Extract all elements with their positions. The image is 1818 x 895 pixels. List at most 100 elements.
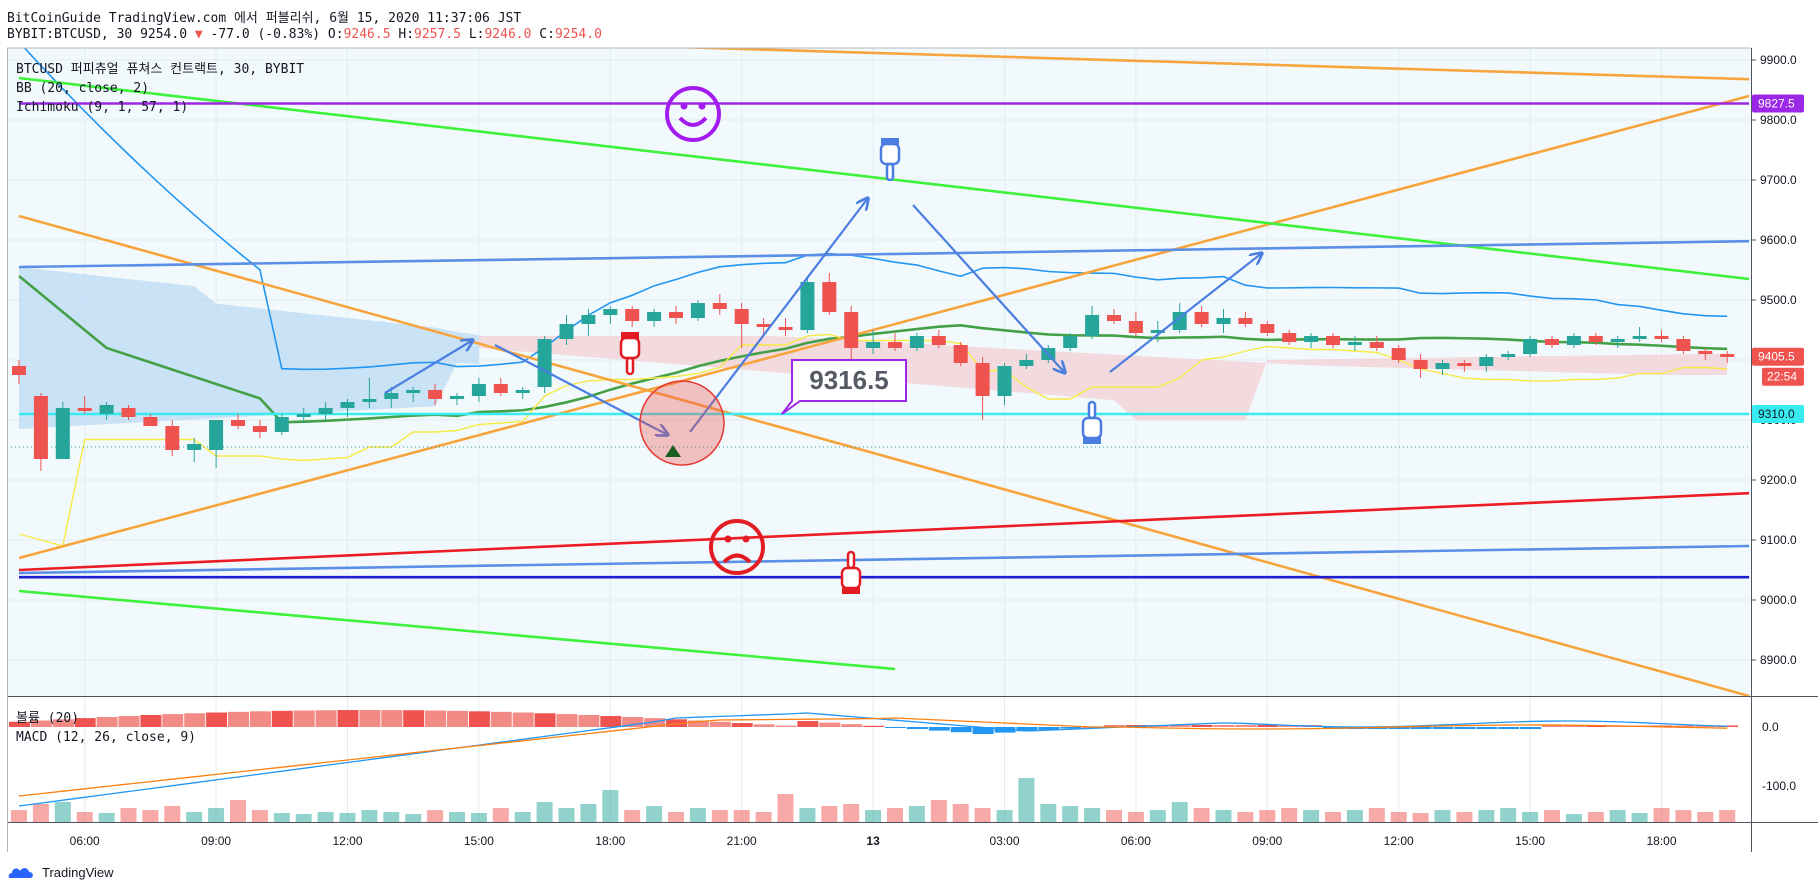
candle-body xyxy=(1150,330,1165,333)
macd-histogram-bar xyxy=(1169,725,1191,727)
macd-histogram-bar xyxy=(1476,727,1498,729)
volume-bar xyxy=(32,804,49,822)
high-value: 9257.5 xyxy=(414,27,461,42)
macd-histogram-bar xyxy=(775,725,797,727)
candle-body xyxy=(1369,342,1384,348)
macd-histogram-bar xyxy=(1104,725,1125,727)
candle-body xyxy=(1545,339,1559,345)
volume-bar xyxy=(317,812,334,822)
macd-histogram-bar xyxy=(556,714,578,727)
candle-body xyxy=(1260,324,1275,333)
trendlines xyxy=(7,48,1751,696)
macd-histogram-bar xyxy=(1191,725,1213,727)
volume-bar xyxy=(1368,808,1385,822)
volume-bar xyxy=(1127,812,1144,822)
volume-bar xyxy=(11,810,27,822)
macd-histogram-bar xyxy=(972,727,994,734)
volume-bar xyxy=(1719,810,1736,822)
macd-histogram-bar xyxy=(162,714,184,727)
candle-body xyxy=(274,417,289,432)
macd-histogram-bar xyxy=(1454,727,1476,729)
macd-histogram-bar xyxy=(928,727,950,731)
volume-bar xyxy=(602,790,619,822)
volume-bar xyxy=(1325,812,1341,822)
price-callout xyxy=(781,359,907,415)
volume-bar xyxy=(1522,812,1539,822)
volume-bar xyxy=(887,808,903,822)
volume-bar xyxy=(799,808,816,822)
hand-palm xyxy=(879,142,901,166)
volume-bar xyxy=(1390,812,1407,822)
volume-bar xyxy=(1106,810,1122,822)
volume-bar xyxy=(908,806,925,822)
macd-histogram-bar xyxy=(359,710,381,727)
volume-bar xyxy=(1281,808,1298,822)
candle-body xyxy=(909,336,924,348)
candle-body xyxy=(1347,342,1362,345)
macd-histogram-bar xyxy=(381,710,403,727)
macd-histogram-bar xyxy=(30,720,52,727)
volume-bar xyxy=(273,813,290,822)
legend-bb: BB (20, close, 2) xyxy=(16,81,149,96)
macd-histogram-bar xyxy=(578,714,600,727)
candle-body xyxy=(888,342,902,348)
volume-bar xyxy=(1587,812,1604,822)
volume-bar xyxy=(164,806,181,822)
macd-histogram-bar xyxy=(490,711,512,727)
macd-histogram-bar xyxy=(425,710,447,727)
candle-body xyxy=(1632,336,1647,339)
candle-body xyxy=(1457,363,1472,366)
price-callout-label: 9316.5 xyxy=(809,365,889,395)
y-tick-label: 9000.0 xyxy=(1760,593,1797,607)
tradingview-brand[interactable]: TradingView xyxy=(8,864,114,880)
low-value: 9246.0 xyxy=(484,27,532,42)
macd-histogram-bar xyxy=(622,717,644,727)
candle-body xyxy=(515,390,530,393)
hand-finger xyxy=(885,162,895,182)
macd-histogram-bar xyxy=(1520,727,1542,729)
candle-body xyxy=(1698,351,1713,354)
candle-body xyxy=(581,315,596,324)
time-axis[interactable]: 06:00 09:00 12:00 15:00 18:00 21:00 13 03:00 06:… xyxy=(70,834,1677,848)
candle-body xyxy=(318,408,333,414)
candle-body xyxy=(1523,339,1538,354)
candle-body xyxy=(953,345,968,363)
price-tag-label: 9827.5 xyxy=(1758,97,1795,111)
volume-bar xyxy=(843,804,860,822)
y-tick-label: 9100.0 xyxy=(1760,533,1797,547)
candle-body xyxy=(625,309,640,321)
candle-body xyxy=(690,303,705,318)
candle-body xyxy=(997,366,1012,396)
volume-bar xyxy=(339,813,356,822)
trendline xyxy=(18,491,1750,572)
projection-arrow xyxy=(494,344,668,435)
candle-body xyxy=(1326,336,1340,345)
legend-ichimoku: Ichimoku (9, 1, 57, 1) xyxy=(16,100,188,115)
volume-bar xyxy=(952,804,969,822)
macd-histogram-bar xyxy=(1563,725,1585,727)
volume-bar xyxy=(383,812,400,822)
candle-body xyxy=(1282,333,1297,342)
candle-body xyxy=(209,420,224,450)
bb-upper-band xyxy=(23,48,1728,371)
trendline xyxy=(18,589,896,671)
candle-body xyxy=(1610,339,1625,342)
candle-body xyxy=(1588,336,1603,342)
macd-histogram-bar xyxy=(447,710,468,727)
volume-bar xyxy=(1084,808,1101,822)
macd-tick-label: 0.0 xyxy=(1762,720,1779,734)
macd-histogram-bar xyxy=(512,712,534,727)
volume-bar xyxy=(1653,808,1670,822)
macd-histogram-bar xyxy=(753,724,775,727)
x-tick-label: 06:00 xyxy=(70,834,100,848)
macd-histogram-bar xyxy=(1016,727,1038,732)
pointing-down-hand-icon xyxy=(619,332,641,376)
macd-histogram-bar xyxy=(841,724,863,727)
trendline xyxy=(18,544,1750,575)
macd-histogram-bar xyxy=(687,720,709,727)
pointing-up-hand-icon xyxy=(840,550,862,594)
macd-histogram-bar xyxy=(1235,725,1257,727)
volume-bar xyxy=(646,806,663,822)
annotations: 9316.5 xyxy=(384,86,1262,594)
